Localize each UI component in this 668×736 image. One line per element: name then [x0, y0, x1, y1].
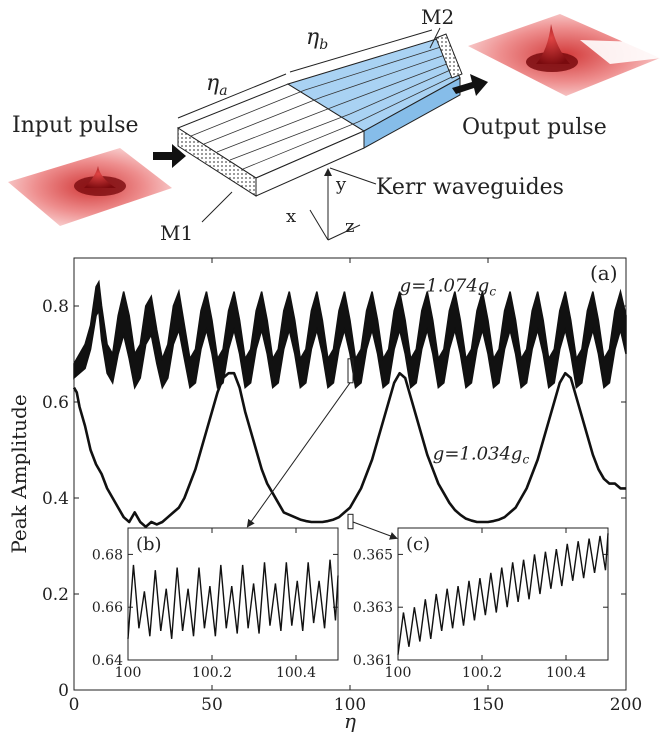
inset-c-ytick-label: 0.361 — [353, 653, 393, 669]
inset-c: 100 100.2 100.4 0.361 0.363 0.365 (c) — [353, 527, 609, 681]
inset-b-ytick-label: 0.64 — [92, 653, 123, 669]
inset-b-xtick-label: 100.4 — [276, 665, 316, 681]
input-pulse-label: Input pulse — [12, 113, 139, 138]
inset-c-xtick-label: 100 — [385, 665, 412, 681]
mirror-m1 — [177, 127, 257, 197]
zoom-arrow-b — [246, 382, 351, 528]
input-arrow-icon — [153, 144, 186, 168]
inset-c-xtick-label: 100.4 — [546, 665, 586, 681]
series-label-g1034: g=1.034gc — [433, 444, 530, 467]
inset-c-series-line — [397, 533, 609, 655]
inset-b: 100 100.2 100.4 0.64 0.66 0.68 (b) — [92, 527, 339, 681]
y-axis-label: Peak Amplitude — [7, 394, 31, 553]
eta-a-dimension-line — [177, 73, 287, 119]
eta-a-label: ηa — [206, 71, 228, 99]
inset-b-xtick-label: 100.2 — [192, 665, 232, 681]
series-g1074-band — [73, 279, 627, 390]
main-ytick-label: 0.8 — [42, 297, 69, 317]
output-arrow-icon — [452, 74, 488, 96]
series-label-g1074: g=1.074gc — [400, 276, 497, 299]
main-ytick-label: 0 — [58, 681, 69, 701]
inset-c-ytick-label: 0.365 — [353, 547, 393, 563]
series-g1034-line — [72, 371, 626, 529]
axis-z-label: z — [345, 216, 354, 237]
main-ytick-label: 0.6 — [42, 393, 69, 413]
panel-b-label: (b) — [136, 534, 162, 555]
kerr-label: Kerr waveguides — [376, 175, 564, 200]
main-xtick-label: 50 — [201, 695, 223, 715]
inset-b-ytick-label: 0.66 — [92, 600, 123, 616]
input-pulse-image — [8, 148, 172, 226]
schematic: Input pulse ηa ηb M2 — [8, 5, 662, 245]
eta-b-dimension-line — [289, 29, 433, 73]
eta-b-label: ηb — [306, 25, 328, 53]
main-ytick-label: 0.2 — [42, 585, 69, 605]
main-xtick-label: 200 — [610, 695, 642, 715]
axis-y-label: y — [335, 174, 347, 195]
output-pulse-label: Output pulse — [462, 115, 607, 140]
inset-c-ytick-label: 0.363 — [353, 600, 393, 616]
output-pulse-image — [468, 14, 662, 96]
m2-label: M2 — [421, 5, 454, 29]
zoom-markers — [246, 358, 398, 540]
inset-b-xtick-label: 100 — [115, 665, 142, 681]
main-ytick-label: 0.4 — [42, 489, 69, 509]
zoom-box-c — [347, 513, 354, 530]
zoom-arrow-c — [352, 521, 398, 540]
main-xtick-label: 0 — [69, 695, 80, 715]
axes-triad — [309, 168, 361, 241]
main-xtick-label: 150 — [472, 695, 504, 715]
main-chart: 0 50 100 150 200 0 0.2 0.4 0.6 0.8 (a) Peak Ampli… — [7, 257, 642, 733]
inset-c-xtick-label: 100.2 — [462, 665, 502, 681]
main-xtick-label: 100 — [334, 695, 366, 715]
x-axis-label: η — [344, 709, 356, 733]
mirror-m2 — [435, 33, 463, 79]
panel-c-label: (c) — [406, 534, 430, 555]
zoom-box-b — [347, 358, 354, 384]
inset-b-ytick-label: 0.68 — [92, 547, 123, 563]
inset-b-series-line — [127, 559, 339, 639]
axis-x-label: x — [286, 206, 296, 227]
inset-c-frame — [397, 527, 609, 661]
panel-a-label: (a) — [590, 261, 618, 285]
waveguide-lines — [190, 45, 459, 170]
m1-label: M1 — [160, 221, 193, 245]
